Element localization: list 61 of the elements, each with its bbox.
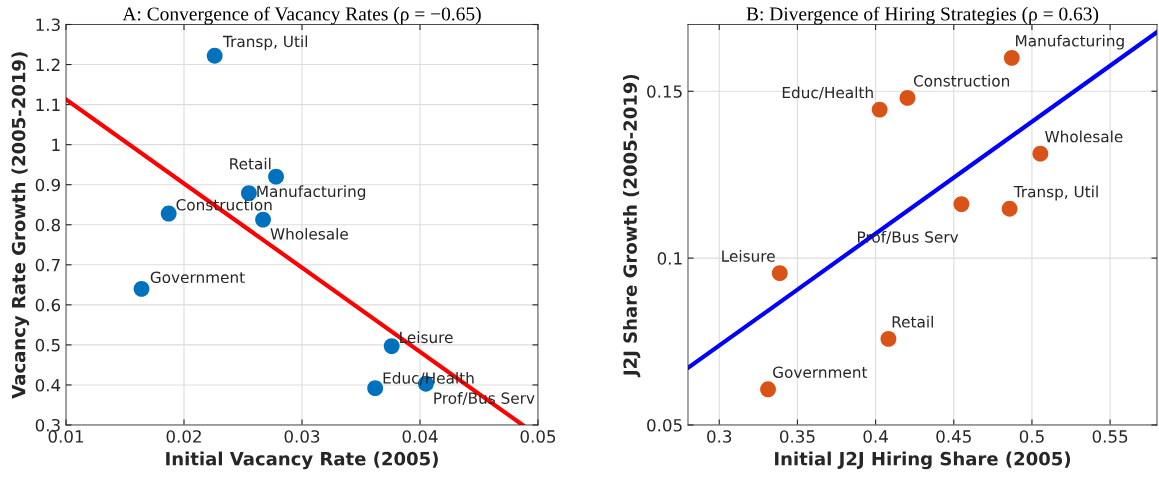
y-tick-label: 0.9 (35, 178, 60, 192)
data-label: Retail (230, 157, 271, 170)
x-tick-label: 0.55 (1092, 430, 1128, 443)
x-tick-label: 0.03 (284, 430, 320, 443)
data-label: Leisure (722, 250, 775, 262)
x-tick-label: 0.45 (936, 430, 971, 443)
y-tick-label: 0.5 (35, 338, 60, 352)
point (760, 381, 776, 398)
x-tick-label: 0.4 (863, 430, 888, 443)
data-label: Transp, Util (222, 35, 308, 51)
point (206, 47, 223, 64)
data-label: Retail (892, 315, 933, 328)
y-tick-label: 0.6 (35, 298, 61, 312)
x-tick-label: 0.02 (166, 430, 201, 443)
point (367, 380, 384, 397)
y-tick-label: 1 (52, 138, 60, 151)
chart-title: B: Divergence of Hiring Strategies (ρ = 0.63) (746, 6, 1099, 25)
y-axis-title: J2J Share Growth (2005-2019) (623, 74, 641, 378)
point (160, 205, 177, 222)
y-tick-label: 0.4 (35, 378, 61, 392)
data-label: Manufacturing (257, 185, 366, 201)
x-tick-label: 0.5 (1019, 430, 1044, 443)
point (268, 168, 284, 185)
point (1032, 145, 1049, 162)
data-label: Construction (913, 74, 1010, 87)
x-tick-label: 0.35 (779, 430, 815, 443)
y-tick-label: 0.05 (647, 418, 682, 432)
point (953, 196, 970, 212)
point (1003, 49, 1020, 66)
x-tick-label: 0.3 (707, 430, 732, 443)
y-tick-label: 0.3 (35, 418, 60, 432)
x-axis-title: Initial Vacancy Rate (2005) (166, 451, 438, 470)
chart-title: A: Convergence of Vacancy Rates (ρ = −0.65) (122, 6, 481, 25)
point (383, 338, 400, 355)
x-axis-title: Initial J2J Hiring Share (2005) (775, 451, 1071, 470)
point (899, 90, 916, 106)
point (133, 280, 150, 297)
point (1001, 200, 1018, 217)
data-label: Educ/Health (782, 86, 873, 100)
data-label: Manufacturing (1016, 34, 1124, 50)
y-tick-label: 0.7 (35, 258, 60, 272)
y-tick-label: 0.8 (35, 218, 60, 232)
point (771, 265, 788, 282)
y-tick-label: 1.3 (36, 18, 60, 32)
y-axis-title: Vacancy Rate Growth (2005-2019) (11, 52, 30, 399)
x-tick-label: 0.04 (402, 430, 438, 443)
data-label: Transp, Util (1013, 185, 1098, 201)
y-tick-label: 0.15 (647, 85, 682, 98)
data-label: Government (773, 366, 868, 378)
data-label: Wholesale (270, 227, 348, 240)
data-label: Leisure (400, 331, 453, 344)
data-label: Government (150, 271, 245, 284)
x-tick-label: 0.05 (520, 430, 556, 443)
point (880, 330, 897, 347)
x-tick-label: 0.01 (48, 430, 84, 443)
point (255, 211, 271, 228)
y-tick-label: 0.1 (657, 252, 682, 265)
data-label: Wholesale (1045, 130, 1123, 143)
y-tick-label: 1.2 (36, 58, 60, 71)
y-tick-label: 1.1 (36, 98, 60, 111)
point (871, 101, 888, 118)
